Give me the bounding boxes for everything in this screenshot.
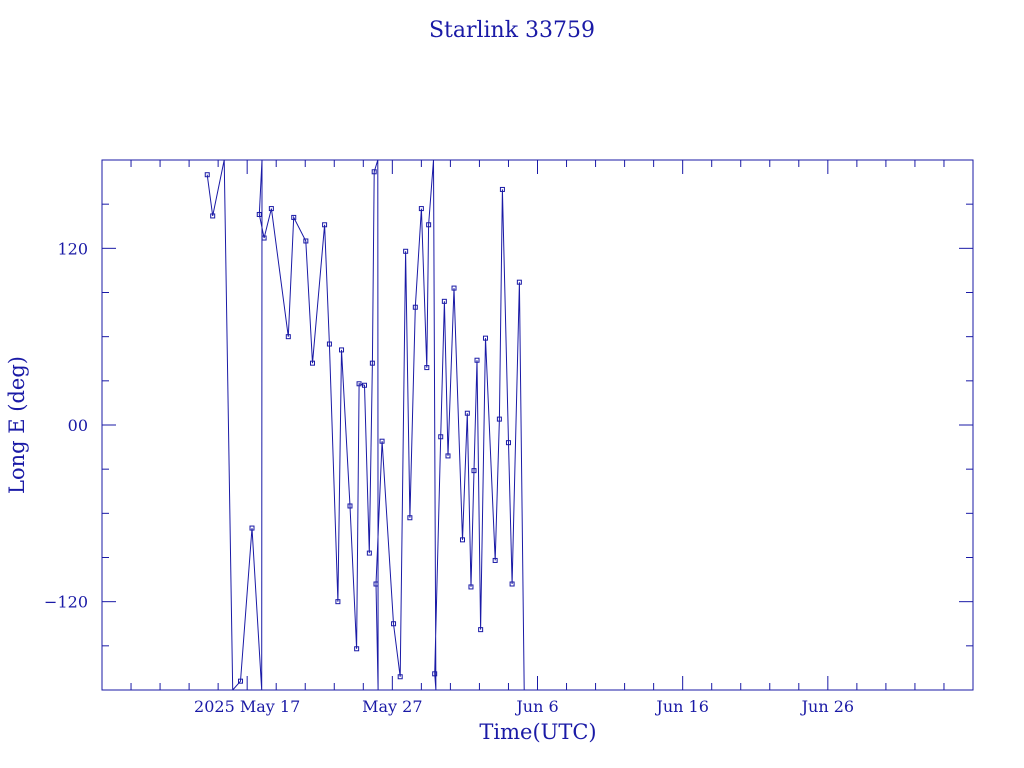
data-point [339, 347, 345, 353]
data-point [356, 381, 362, 387]
data-point [496, 416, 502, 422]
data-point [478, 627, 484, 633]
data-point [326, 341, 332, 347]
y-axis-label: Long E (deg) [5, 356, 29, 494]
x-tick-label: Jun 6 [514, 697, 558, 716]
axis-ticks [102, 160, 973, 690]
data-point [362, 382, 368, 388]
data-point [451, 285, 457, 291]
plot-frame [101, 159, 974, 691]
data-point [322, 222, 328, 228]
data-point [291, 214, 297, 220]
x-tick-label: Jun 26 [800, 697, 854, 716]
x-tick-label: May 27 [362, 697, 422, 716]
data-point [426, 222, 432, 228]
data-point [516, 279, 522, 285]
data-point [418, 206, 424, 212]
x-tick-label: 2025 May 17 [194, 697, 300, 716]
data-point [397, 674, 403, 680]
data-point [309, 360, 315, 366]
data-point [424, 365, 430, 371]
data-point [407, 515, 413, 521]
data-point [438, 434, 444, 440]
y-tick-label: −120 [44, 593, 88, 612]
data-point [256, 211, 262, 217]
data-point [249, 525, 255, 531]
data-point [464, 410, 470, 416]
data-point [468, 584, 474, 590]
data-point [347, 503, 353, 509]
data-point [285, 334, 291, 340]
data-point [210, 213, 216, 219]
data-point [366, 550, 372, 556]
data-point [499, 186, 505, 192]
y-tick-label: 120 [57, 239, 88, 258]
data-point [432, 671, 438, 677]
data-point [492, 557, 498, 563]
data-point [441, 298, 447, 304]
data-point [261, 235, 267, 241]
data-point [445, 453, 451, 459]
data-point [474, 357, 480, 363]
x-tick-label: Jun 16 [654, 697, 708, 716]
data-point [238, 678, 244, 684]
series-line [206, 160, 525, 690]
y-tick-label: 00 [68, 416, 88, 435]
data-point [379, 438, 385, 444]
data-point [373, 581, 379, 587]
data-point [303, 238, 309, 244]
data-point [403, 248, 409, 254]
data-point [391, 621, 397, 627]
data-point [335, 599, 341, 605]
data-point [471, 468, 477, 474]
data-point [204, 172, 210, 178]
data-point [354, 646, 360, 652]
chart-title: Starlink 33759 [429, 18, 595, 43]
plot-area [204, 160, 525, 690]
data-point [371, 169, 377, 175]
data-point [509, 581, 515, 587]
tick-labels: 2025 May 17 May 27 Jun 6 Jun 16 Jun 26 −120 00… [44, 239, 854, 716]
data-point [459, 537, 465, 543]
data-point [505, 440, 511, 446]
data-point [412, 304, 418, 310]
data-point [482, 335, 488, 341]
data-point [369, 360, 375, 366]
x-axis-label: Time(UTC) [479, 720, 596, 744]
data-point [268, 206, 274, 212]
